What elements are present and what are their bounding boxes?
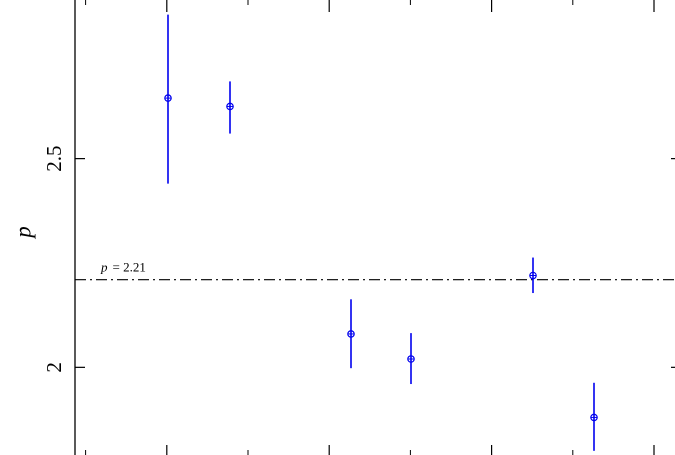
reference-line-group: p = 2.21 <box>75 260 675 281</box>
reference-line-label: p = 2.21 <box>100 260 146 275</box>
tick-labels: 22.5 <box>42 145 66 372</box>
data-point-6 <box>590 382 598 451</box>
y-tick-label: 2.5 <box>42 145 66 171</box>
reference-label-value: = 2.21 <box>113 260 146 275</box>
y-tick-label: 2 <box>42 362 66 373</box>
data-point-1 <box>164 14 172 184</box>
axis-ticks <box>75 0 675 455</box>
data-point-4 <box>407 333 415 385</box>
data-point-5 <box>529 257 537 294</box>
y-axis-label: p <box>10 226 35 240</box>
data-point-2 <box>226 81 234 134</box>
reference-label-symbol: p <box>100 260 108 275</box>
data-points <box>164 14 598 451</box>
data-point-3 <box>347 299 355 369</box>
